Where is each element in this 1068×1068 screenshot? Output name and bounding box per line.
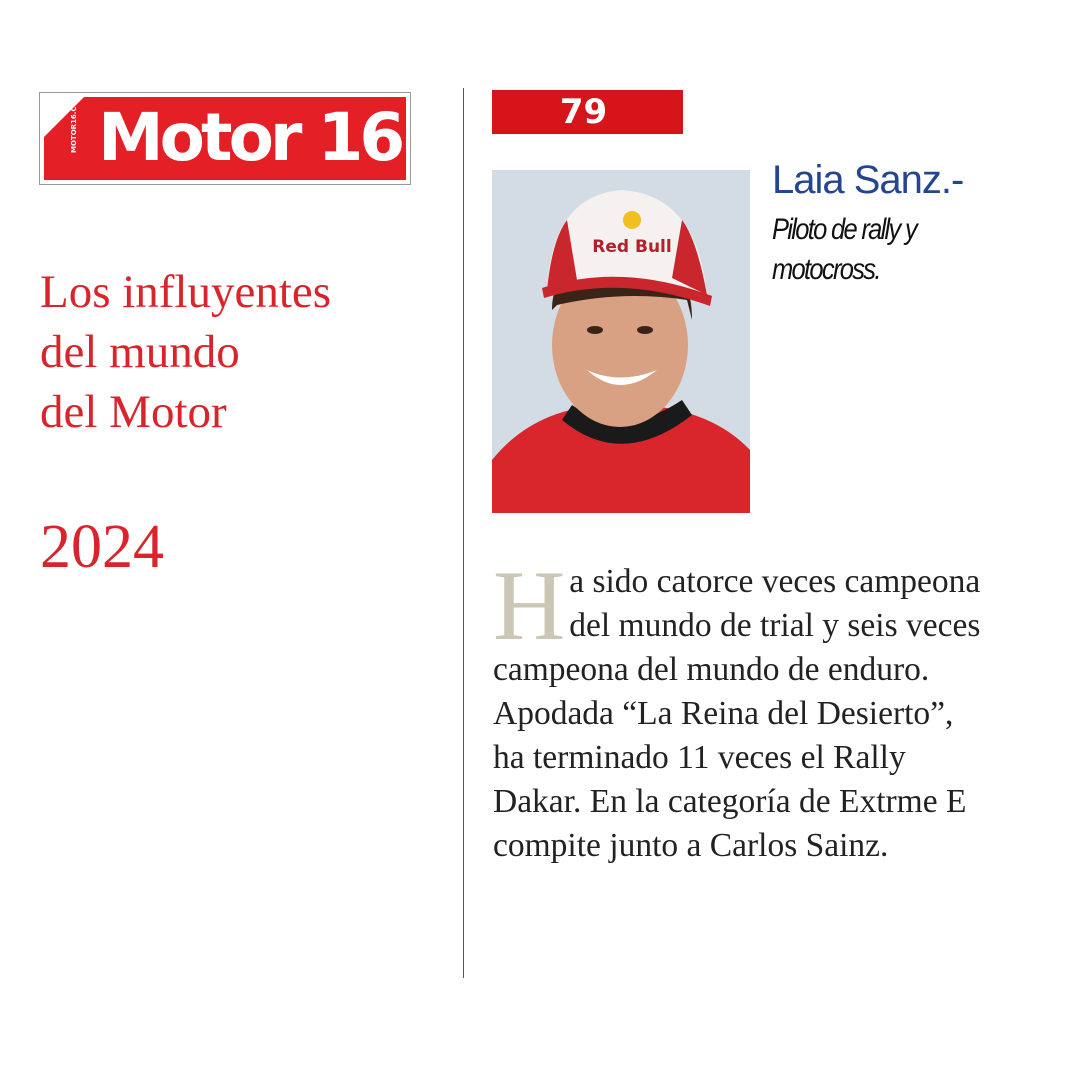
year: 2024 <box>40 513 164 581</box>
body-text: a sido catorce veces campeona del mundo … <box>493 563 981 864</box>
title-line: Los influyentes <box>40 266 332 318</box>
person-role: Piloto de rally y motocross. <box>772 213 918 286</box>
portrait-illustration: Red Bull <box>492 170 750 513</box>
column-divider <box>463 88 464 978</box>
logo-site: MOTOR16.COM <box>70 93 78 154</box>
svg-text:Red Bull: Red Bull <box>592 237 671 257</box>
motor16-logo: MOTOR16.COM Motor 16 <box>39 92 411 185</box>
title-line: del Motor <box>40 386 227 438</box>
logo-background <box>44 97 406 180</box>
title-line: del mundo <box>40 326 240 378</box>
page-title: Los influyentes del mundo del Motor <box>40 262 440 442</box>
logo-text: Motor 16 <box>98 99 405 176</box>
person-name: Laia Sanz.- <box>772 158 964 202</box>
rank-badge: 79 <box>492 90 683 134</box>
portrait-photo: Red Bull <box>492 170 750 513</box>
drop-cap: H <box>493 550 566 661</box>
